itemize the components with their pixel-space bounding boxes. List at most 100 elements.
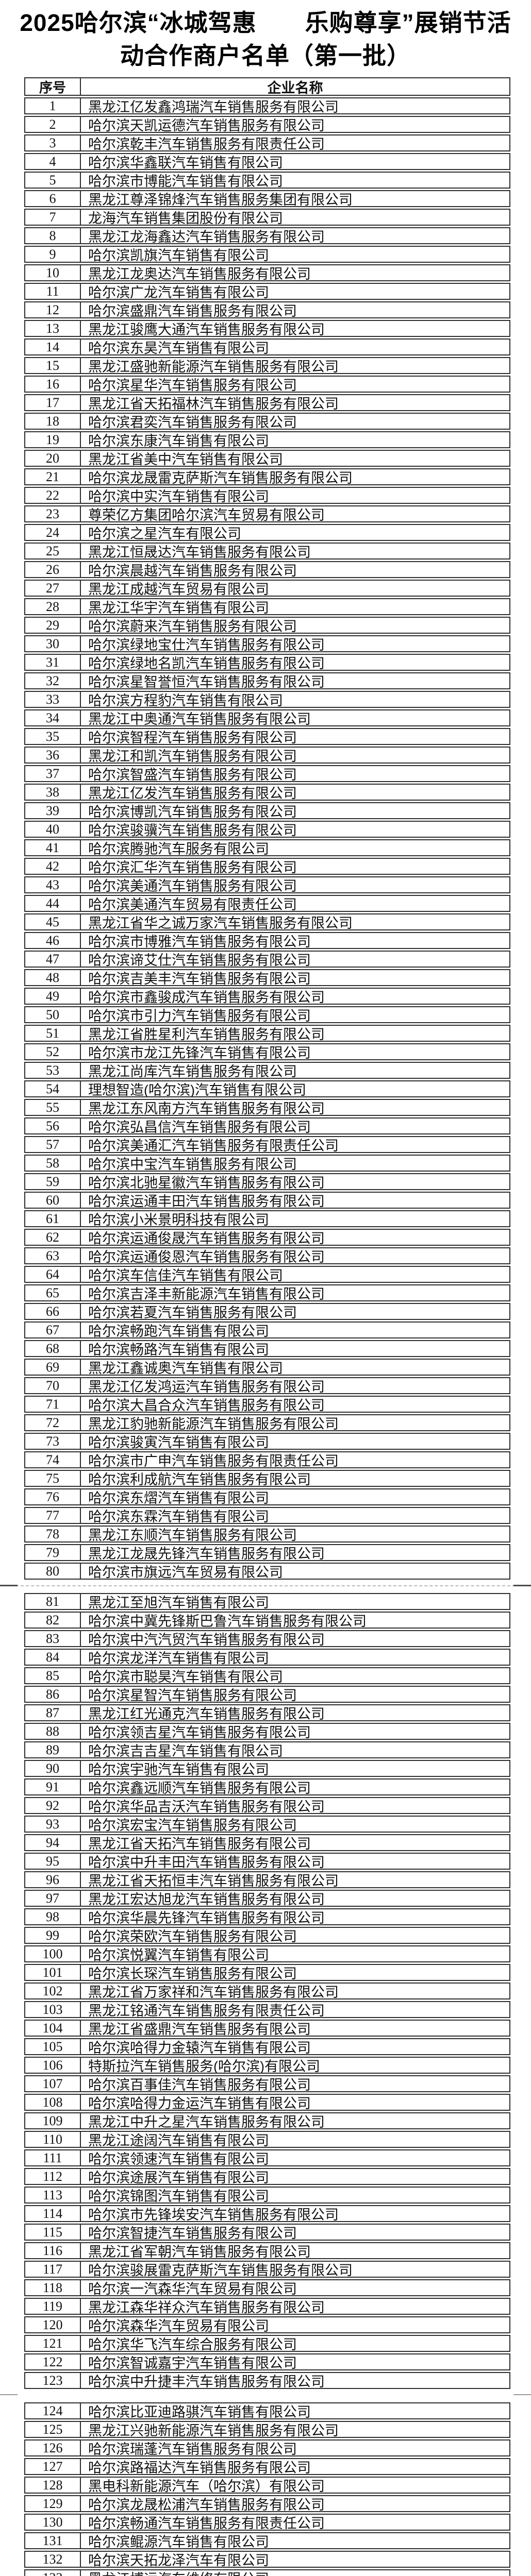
table-row: 109 黑龙江中升之星汽车销售服务有限公司 bbox=[24, 2112, 510, 2129]
row-serial-number: 55 bbox=[25, 1100, 81, 1115]
table-row: 95 哈尔滨中升丰田汽车销售服务有限公司 bbox=[24, 1853, 510, 1870]
table-row: 129 哈尔滨龙晟松浦汽车销售服务有限公司 bbox=[24, 2495, 510, 2512]
table-row: 51 黑龙江省胜星利汽车销售服务有限公司 bbox=[24, 1025, 510, 1042]
row-serial-number: 110 bbox=[25, 2132, 81, 2147]
row-serial-number: 87 bbox=[25, 1705, 81, 1720]
table-row: 13 黑龙江骏鹰大通汽车销售服务有限公司 bbox=[24, 320, 510, 337]
row-company-name: 哈尔滨盛鼎汽车销售服务有限公司 bbox=[88, 303, 297, 317]
row-serial-number: 71 bbox=[25, 1397, 81, 1412]
row-company-name: 哈尔滨哈得力金运汽车销售有限公司 bbox=[88, 2096, 311, 2110]
row-serial-number: 58 bbox=[25, 1156, 81, 1171]
row-serial-number: 128 bbox=[25, 2478, 81, 2493]
row-company-name: 哈尔滨君奕汽车销售服务有限公司 bbox=[88, 415, 297, 429]
row-company-name: 黑龙江省天拓汽车销售服务有限公司 bbox=[88, 1836, 311, 1850]
row-serial-number: 35 bbox=[25, 729, 81, 744]
table-row: 110 黑龙江途阔汽车销售有限公司 bbox=[24, 2131, 510, 2148]
row-serial-number: 50 bbox=[25, 1007, 81, 1022]
table-row: 84 哈尔滨龙洋汽车销售有限公司 bbox=[24, 1649, 510, 1666]
row-serial-number: 47 bbox=[25, 952, 81, 967]
row-serial-number: 34 bbox=[25, 710, 81, 725]
row-serial-number: 59 bbox=[25, 1174, 81, 1189]
row-serial-number: 30 bbox=[25, 636, 81, 651]
table-row: 108 哈尔滨哈得力金运汽车销售有限公司 bbox=[24, 2094, 510, 2111]
table-row: 63 哈尔滨运通俊恩汽车销售服务有限公司 bbox=[24, 1247, 510, 1264]
table-row: 128 黑电科新能源汽车（哈尔滨）有限公司 bbox=[24, 2477, 510, 2494]
table-row: 46 哈尔滨市博雅汽车销售服务有限公司 bbox=[24, 932, 510, 949]
row-serial-number: 93 bbox=[25, 1817, 81, 1832]
row-serial-number: 106 bbox=[25, 2058, 81, 2073]
row-serial-number: 85 bbox=[25, 1668, 81, 1683]
row-serial-number: 42 bbox=[25, 859, 81, 874]
row-company-name: 黑龙江东风南方汽车销售服务有限公司 bbox=[88, 1101, 325, 1115]
table-row: 70 黑龙江亿发鸿运汽车销售服务有限公司 bbox=[24, 1377, 510, 1394]
row-company-name: 哈尔滨市先锋埃安汽车销售服务有限公司 bbox=[88, 2207, 339, 2221]
row-company-name: 黑龙江红光通克汽车销售服务有限公司 bbox=[88, 1706, 325, 1720]
row-company-name: 哈尔滨智程汽车销售服务有限公司 bbox=[88, 730, 297, 744]
table-row: 54 理想智造(哈尔滨)汽车销售有限公司 bbox=[24, 1080, 510, 1097]
row-serial-number: 38 bbox=[25, 785, 81, 800]
row-company-name: 哈尔滨吉美丰汽车销售服务有限公司 bbox=[88, 971, 311, 985]
table-row: 57 哈尔滨美通汇汽车销售服务有限责任公司 bbox=[24, 1136, 510, 1153]
row-company-name: 哈尔滨宏宝汽车销售服务有限公司 bbox=[88, 1818, 297, 1832]
row-company-name: 哈尔滨东昊汽车销售有限公司 bbox=[88, 341, 269, 354]
row-company-name: 哈尔滨蔚来汽车销售服务有限公司 bbox=[88, 619, 297, 633]
row-company-name: 哈尔滨腾驰汽车服务有限公司 bbox=[88, 841, 269, 855]
row-company-name: 黑龙江亿发汽车销售服务有限公司 bbox=[88, 786, 297, 800]
table-row: 112 哈尔滨途展汽车销售有限公司 bbox=[24, 2168, 510, 2185]
row-company-name: 哈尔滨市龙江先锋汽车销售有限公司 bbox=[88, 1045, 311, 1059]
table-row: 47 哈尔滨谛艾仕汽车销售服务有限公司 bbox=[24, 951, 510, 968]
row-serial-number: 3 bbox=[25, 135, 81, 150]
row-company-name: 哈尔滨之星汽车有限公司 bbox=[88, 526, 241, 540]
table-row: 94 黑龙江省天拓汽车销售服务有限公司 bbox=[24, 1834, 510, 1851]
table-row: 100 哈尔滨悦翼汽车销售有限公司 bbox=[24, 1945, 510, 1962]
row-company-name: 黑龙江中奥通汽车销售服务有限公司 bbox=[88, 711, 311, 725]
row-company-name: 黑龙江博远汽车维修有限公司 bbox=[81, 2570, 509, 2576]
table-row: 85 哈尔滨市聪昊汽车销售有限公司 bbox=[24, 1667, 510, 1684]
row-serial-number: 76 bbox=[25, 1489, 81, 1504]
row-serial-number: 123 bbox=[25, 2373, 81, 2388]
row-serial-number: 83 bbox=[25, 1631, 81, 1646]
table-row: 58 哈尔滨中宝汽车销售服务有限公司 bbox=[24, 1155, 510, 1172]
table-row: 36 黑龙江和凯汽车销售服务有限公司 bbox=[24, 747, 510, 764]
row-serial-number: 11 bbox=[25, 284, 81, 299]
row-serial-number: 32 bbox=[25, 673, 81, 688]
table-row: 97 黑龙江宏达旭龙汽车销售服务有限公司 bbox=[24, 1890, 510, 1907]
row-company-name: 哈尔滨利成航汽车销售服务有限公司 bbox=[88, 1472, 311, 1486]
row-serial-number: 94 bbox=[25, 1835, 81, 1850]
row-company-name: 哈尔滨龙晟松浦汽车销售服务有限公司 bbox=[88, 2497, 325, 2511]
table-row: 2 哈尔滨天凯运德汽车销售服务有限公司 bbox=[24, 116, 510, 133]
row-company-name: 哈尔滨鲲源汽车销售有限公司 bbox=[88, 2534, 269, 2548]
row-company-name: 哈尔滨中汽汽贸汽车销售服务有限公司 bbox=[88, 1632, 325, 1646]
table-row: 102 黑龙江省万家祥和汽车销售服务有限公司 bbox=[24, 1982, 510, 1999]
row-serial-number: 54 bbox=[25, 1081, 81, 1096]
table-row: 42 哈尔滨汇华汽车销售服务有限公司 bbox=[24, 858, 510, 875]
row-serial-number: 100 bbox=[25, 1946, 81, 1961]
table-row: 53 黑龙江尚库汽车销售服务有限公司 bbox=[24, 1062, 510, 1079]
row-company-name: 哈尔滨中冀先锋斯巴鲁汽车销售服务有限公司 bbox=[88, 1614, 367, 1628]
row-company-name: 哈尔滨畅通汽车销售服务有限责任公司 bbox=[88, 2516, 325, 2530]
row-company-name: 哈尔滨荣欧汽车销售服务有限公司 bbox=[88, 1929, 297, 1943]
row-company-name: 哈尔滨市引力汽车销售服务有限公司 bbox=[88, 1008, 311, 1022]
table-row: 7 龙海汽车销售集团股份有限公司 bbox=[24, 209, 510, 226]
table-row: 5 哈尔滨市博能汽车销售有限公司 bbox=[24, 172, 510, 189]
row-company-name: 哈尔滨谛艾仕汽车销售服务有限公司 bbox=[88, 953, 311, 967]
row-serial-number: 29 bbox=[25, 618, 81, 633]
row-serial-number: 39 bbox=[25, 803, 81, 818]
row-serial-number: 130 bbox=[25, 2515, 81, 2530]
row-serial-number: 125 bbox=[25, 2422, 81, 2437]
table-row: 23 尊荣亿方集团哈尔滨汽车贸易有限公司 bbox=[24, 505, 510, 522]
row-serial-number: 28 bbox=[25, 599, 81, 614]
row-company-name: 哈尔滨中宝汽车销售服务有限公司 bbox=[88, 1157, 297, 1171]
table-row: 111 哈尔滨领速汽车销售有限公司 bbox=[24, 2149, 510, 2166]
table-row: 38 黑龙江亿发汽车销售服务有限公司 bbox=[24, 784, 510, 801]
table-row: 30 哈尔滨绿地宝仕汽车销售服务有限公司 bbox=[24, 635, 510, 652]
row-company-name: 哈尔滨市博能汽车销售有限公司 bbox=[88, 174, 283, 188]
row-serial-number: 121 bbox=[25, 2336, 81, 2351]
table-row: 69 黑龙江鑫诚奥汽车销售有限公司 bbox=[24, 1359, 510, 1376]
row-company-name: 哈尔滨哈得力金辕汽车销售有限公司 bbox=[88, 2040, 311, 2054]
table-row: 99 哈尔滨荣欧汽车销售服务有限公司 bbox=[24, 1927, 510, 1944]
page-break-tick bbox=[513, 1585, 531, 1586]
row-serial-number: 46 bbox=[25, 933, 81, 948]
row-company-name: 哈尔滨畅路汽车销售有限公司 bbox=[88, 1342, 269, 1356]
